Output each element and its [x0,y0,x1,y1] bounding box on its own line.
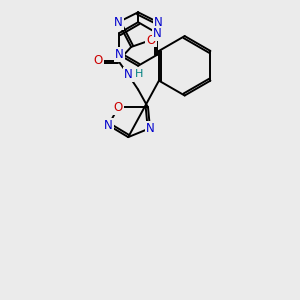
Text: O: O [146,34,156,46]
Text: O: O [114,101,123,114]
Text: N: N [114,16,123,29]
Text: N: N [115,48,124,62]
Text: N: N [104,119,113,132]
Text: H: H [135,69,143,79]
Text: N: N [124,68,133,81]
Text: N: N [146,122,154,135]
Text: N: N [153,27,161,40]
Text: O: O [94,54,103,67]
Text: N: N [154,16,162,29]
